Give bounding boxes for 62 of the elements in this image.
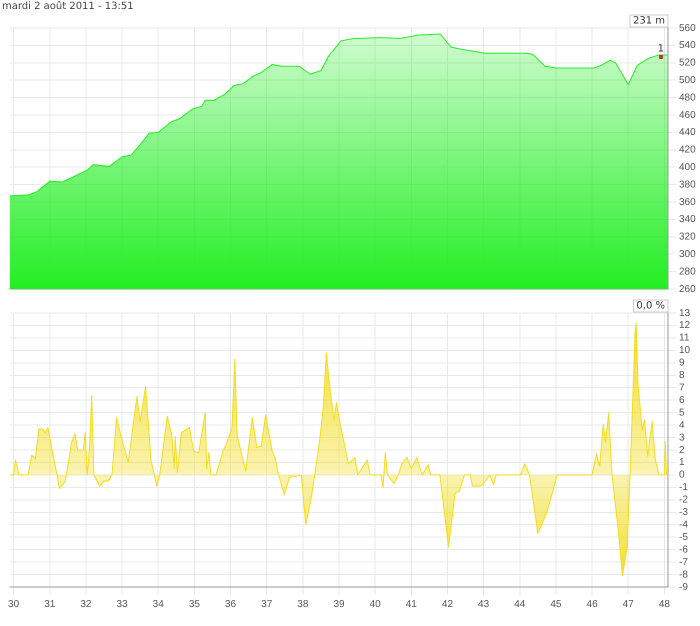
x-tick-label: 43 — [478, 598, 490, 610]
x-tick-label: 40 — [370, 598, 382, 610]
y-tick-label: 8 — [679, 370, 685, 382]
x-tick-label: 48 — [658, 598, 670, 610]
y-tick-label: 380 — [679, 179, 696, 190]
y-tick-label: 360 — [679, 196, 696, 208]
y-tick-label: 440 — [679, 127, 696, 138]
y-tick-label: 12 — [679, 320, 691, 332]
x-tick-label: 34 — [152, 598, 164, 610]
y-tick-label: -8 — [679, 569, 688, 580]
y-tick-label: 7 — [679, 382, 685, 394]
y-tick-label: 500 — [679, 74, 696, 86]
y-tick-label: 9 — [679, 358, 685, 369]
y-tick-label: 560 — [679, 22, 696, 34]
y-tick-label: -3 — [679, 507, 688, 518]
y-tick-label: 320 — [679, 232, 696, 243]
y-tick-label: 0 — [679, 470, 685, 481]
x-tick-label: 47 — [622, 598, 634, 610]
x-tick-label: 44 — [514, 598, 526, 610]
y-tick-label: -1 — [679, 482, 688, 494]
x-tick-label: 33 — [116, 598, 128, 610]
y-tick-label: 3 — [679, 432, 685, 444]
y-tick-label: -2 — [679, 494, 688, 506]
y-tick-label: 400 — [679, 162, 696, 173]
x-tick-label: 46 — [586, 598, 598, 610]
x-tick-label: 36 — [224, 598, 237, 610]
x-tick-label: 30 — [8, 598, 20, 610]
y-tick-label: 2 — [679, 444, 685, 456]
y-tick-label: 1 — [679, 457, 685, 468]
text: 231 m — [632, 16, 665, 27]
chart-title: mardi 2 août 2011 - 13:51 — [1, 0, 135, 13]
y-tick-label: -7 — [679, 556, 688, 568]
y-tick-label: 420 — [679, 144, 696, 156]
x-tick-label: 38 — [297, 598, 309, 610]
text: 0,0 % — [636, 300, 665, 312]
y-tick-label: 520 — [679, 58, 696, 69]
y-tick-label: 11 — [679, 332, 690, 344]
x-tick-label: 42 — [442, 598, 454, 610]
y-tick-label: 480 — [679, 92, 696, 104]
y-tick-label: 340 — [679, 214, 696, 226]
annotation: 1 — [658, 43, 664, 54]
x-tick-label: 31 — [44, 598, 56, 610]
y-tick-label: -5 — [679, 532, 688, 543]
y-tick-label: 260 — [679, 284, 696, 295]
y-tick-label: -4 — [679, 519, 688, 530]
x-tick-label: 32 — [80, 598, 92, 610]
y-tick-label: -9 — [679, 582, 688, 593]
y-tick-label: 460 — [679, 110, 696, 121]
x-tick-label: 35 — [188, 598, 200, 610]
y-tick-label: 300 — [679, 248, 696, 260]
x-tick-label: 41 — [406, 598, 418, 610]
x-tick-label: 45 — [550, 598, 562, 610]
y-tick-label: 6 — [679, 394, 685, 406]
y-tick-label: 10 — [679, 345, 691, 356]
y-tick-label: -6 — [679, 544, 688, 556]
y-tick-label: 280 — [679, 266, 696, 278]
y-tick-label: 5 — [679, 407, 685, 418]
x-tick-label: 37 — [261, 598, 273, 610]
y-tick-label: 540 — [679, 40, 696, 52]
x-tick-label: 39 — [333, 598, 345, 610]
y-tick-label: 13 — [679, 308, 691, 319]
y-tick-label: 4 — [679, 420, 685, 431]
